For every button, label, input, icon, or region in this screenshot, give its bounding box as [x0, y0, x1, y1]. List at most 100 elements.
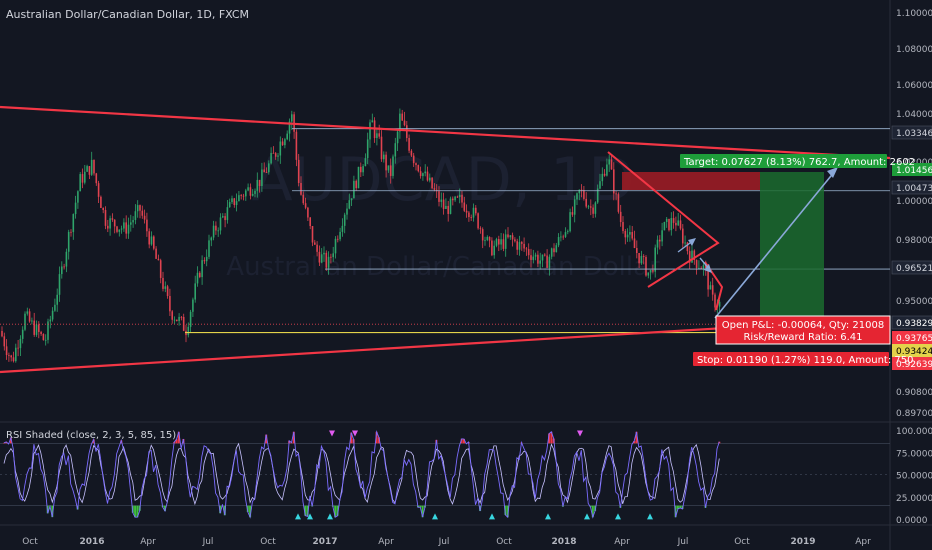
- candle-body: [383, 154, 385, 160]
- symbol-title: Australian Dollar/Canadian Dollar, 1D, F…: [6, 8, 249, 21]
- candle-body: [567, 231, 569, 233]
- candle-body: [675, 222, 677, 226]
- price-label-bg: [891, 260, 932, 275]
- candle-body: [679, 220, 682, 229]
- candle-body: [546, 255, 548, 268]
- candle-body: [504, 234, 507, 249]
- candle-body: [530, 255, 532, 260]
- price-label: 0.93424: [896, 347, 932, 357]
- candle-body: [102, 207, 104, 211]
- candle-body: [8, 355, 10, 356]
- candle-body: [624, 230, 627, 238]
- candle-body: [445, 205, 447, 209]
- candle-body: [288, 121, 291, 134]
- candle-body: [56, 294, 58, 305]
- price-tick-label: 1.08000: [896, 45, 932, 55]
- candle-body: [286, 133, 288, 140]
- candle-body: [406, 125, 408, 138]
- candle-body: [677, 220, 679, 226]
- upper-trendline: [0, 105, 891, 160]
- candle-body: [649, 270, 652, 273]
- candle-body: [61, 266, 63, 275]
- candle-body: [594, 202, 597, 214]
- candle-body: [553, 248, 555, 253]
- candle-body: [534, 254, 537, 257]
- candle-body: [247, 187, 249, 191]
- rsi-sell-marker: [352, 430, 358, 437]
- candle-body: [251, 193, 254, 196]
- candle-body: [189, 311, 192, 327]
- time-tick-label: Jul: [202, 537, 214, 547]
- candle-body: [47, 321, 49, 340]
- candle-body: [346, 208, 348, 215]
- candle-body: [399, 113, 401, 132]
- candle-body: [141, 210, 144, 216]
- candle-body: [537, 254, 539, 264]
- candle-body: [401, 113, 403, 121]
- candle-body: [123, 222, 125, 229]
- candle-body: [84, 171, 86, 183]
- candle-body: [465, 210, 468, 213]
- candle-body: [456, 196, 459, 198]
- candle-body: [3, 336, 6, 347]
- candle-body: [500, 239, 502, 245]
- candle-body: [171, 311, 173, 320]
- rsi-tick-label: 25.0000: [896, 494, 932, 504]
- candle-body: [684, 242, 686, 244]
- candle-body: [709, 285, 712, 290]
- candle-body: [143, 215, 146, 220]
- candle-body: [330, 256, 332, 258]
- candle-body: [562, 236, 564, 238]
- candle-body: [199, 272, 201, 278]
- candle-body: [502, 239, 505, 249]
- candle-body: [426, 171, 429, 181]
- candle-body: [668, 218, 670, 231]
- price-label: 1.00473: [896, 184, 932, 194]
- price-label-bg: [892, 357, 932, 370]
- candle-body: [636, 247, 638, 253]
- candle-body: [585, 198, 587, 207]
- candle-body: [378, 133, 380, 137]
- candle-body: [334, 238, 337, 254]
- candle-body: [691, 250, 693, 263]
- candle-body: [360, 166, 362, 173]
- candle-body: [21, 329, 24, 339]
- candle-body: [49, 319, 52, 322]
- candle-body: [258, 179, 261, 187]
- candle-body: [72, 214, 75, 233]
- candle-body: [550, 248, 553, 257]
- candle-body: [626, 234, 629, 238]
- candle-body: [162, 277, 164, 289]
- candle-body: [228, 202, 231, 208]
- candle-body: [364, 158, 367, 167]
- candle-body: [599, 181, 601, 189]
- rsi-buy-marker: [432, 513, 438, 520]
- rsi-pane: [0, 430, 890, 520]
- candle-body: [210, 237, 213, 241]
- candle-body: [261, 169, 263, 187]
- open-pnl-label: Open P&L: -0.00064, Qty: 21008: [722, 320, 885, 331]
- candle-body: [656, 239, 659, 248]
- candle-body: [539, 260, 541, 264]
- candle-body: [452, 198, 454, 201]
- time-tick-label: 2019: [790, 537, 815, 547]
- candle-body: [686, 242, 689, 252]
- rsi-buy-marker: [647, 513, 653, 520]
- rsi-buy-marker: [584, 513, 590, 520]
- candle-body: [77, 191, 79, 203]
- candle-body: [270, 152, 272, 164]
- candle-body: [111, 218, 114, 220]
- candle-body: [341, 225, 344, 232]
- rsi-tick-label: 50.0000: [896, 472, 932, 482]
- candle-body: [376, 133, 378, 139]
- candle-body: [116, 226, 118, 232]
- candle-body: [488, 236, 491, 241]
- candle-body: [274, 153, 277, 157]
- candle-body: [166, 286, 169, 297]
- candle-body: [139, 205, 141, 211]
- candle-body: [134, 211, 137, 221]
- candle-body: [511, 235, 514, 240]
- candle-body: [231, 198, 233, 203]
- rsi-line: [3, 430, 720, 519]
